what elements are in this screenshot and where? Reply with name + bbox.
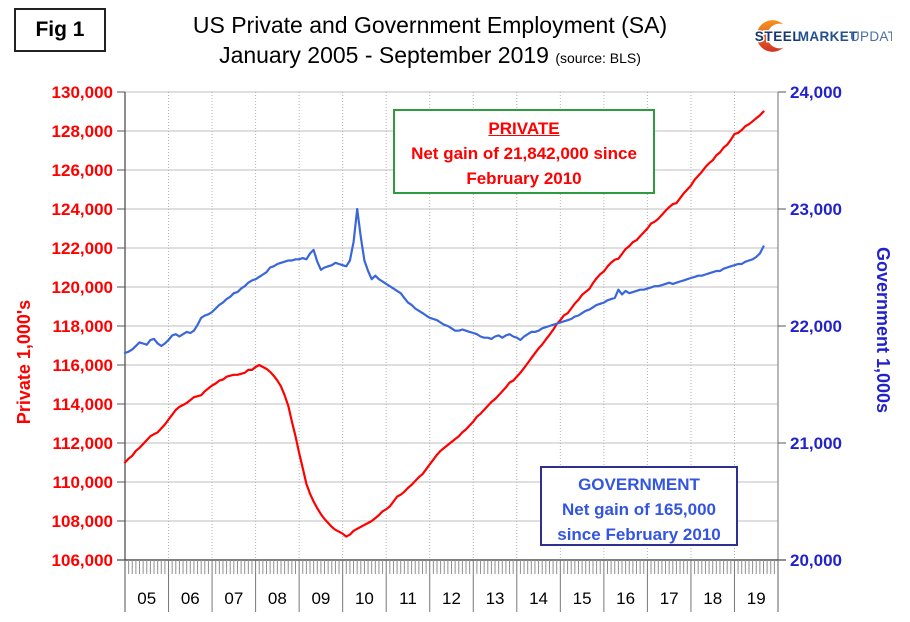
left-axis-tick-label: 120,000 [52, 278, 113, 297]
left-axis-tick-label: 118,000 [52, 317, 113, 336]
x-axis-year-label: 07 [224, 589, 243, 608]
left-axis-tick-label: 124,000 [52, 200, 113, 219]
x-axis-year-label: 05 [137, 589, 156, 608]
right-axis-title: Government 1,000s [873, 247, 893, 413]
government-annotation-box: GOVERNMENT Net gain of 165,000 since Feb… [540, 466, 738, 546]
x-axis-year-label: 14 [529, 589, 548, 608]
year-labels: 05 06 07 08 09 10 11 12 13 14 15 16 17 18 19 [137, 589, 765, 608]
government-series-line [123, 207, 765, 354]
left-axis-tick-label: 116,000 [52, 356, 113, 375]
private-annotation-box: PRIVATE Net gain of 21,842,000 since Feb… [393, 109, 655, 194]
chart-title-block: US Private and Government Employment (SA… [105, 10, 755, 74]
steel-market-update-logo: STEEL MARKET UPDATE [753, 20, 892, 52]
x-axis-year-label: 09 [311, 589, 330, 608]
right-axis-tick-label: 20,000 [790, 551, 842, 570]
figure-number-label: Fig 1 [35, 18, 85, 41]
left-axis-tick-label: 106,000 [52, 551, 113, 570]
government-annotation-line2: Net gain of 165,000 [561, 500, 716, 519]
government-series [123, 207, 765, 354]
left-axis-tick-label: 112,000 [52, 434, 113, 453]
right-axis-tick-labels: 24,000 23,000 22,000 21,000 20,000 [790, 83, 842, 570]
x-axis-year-label: 11 [399, 589, 417, 608]
right-axis-tick-label: 24,000 [790, 83, 842, 102]
private-annotation-title: PRIVATE [488, 119, 560, 138]
left-axis-tick-label: 130,000 [52, 83, 113, 102]
x-axis-year-label: 08 [268, 589, 287, 608]
axis-titles: Private 1,000's Government 1,000s [14, 247, 893, 424]
x-axis-year-label: 13 [486, 589, 505, 608]
axis-tick-marks [117, 91, 786, 561]
left-axis-tick-label: 126,000 [52, 161, 113, 180]
left-axis-tick-label: 128,000 [52, 122, 113, 141]
x-axis-year-label: 17 [660, 589, 679, 608]
left-axis-tick-label: 122,000 [52, 239, 113, 258]
logo-word-update: UPDATE [850, 29, 892, 44]
left-axis-tick-labels: 130,000 128,000 126,000 124,000 122,000 120,0… [52, 83, 113, 570]
x-axis-year-label: 18 [703, 589, 722, 608]
chart-source: (source: BLS) [555, 50, 641, 66]
logo-word-market: MARKET [798, 29, 858, 44]
x-axis-year-label: 12 [442, 589, 461, 608]
private-series [123, 110, 765, 538]
chart-period: January 2005 - September 2019 [219, 42, 549, 68]
right-axis-tick-label: 21,000 [790, 434, 842, 453]
right-axis-tick-label: 23,000 [790, 200, 842, 219]
month-tick-comb [124, 560, 779, 612]
left-axis-title: Private 1,000's [14, 300, 34, 424]
chart-title: US Private and Government Employment (SA… [192, 12, 668, 38]
x-axis-year-label: 16 [616, 589, 635, 608]
government-annotation-title: GOVERNMENT [578, 475, 700, 494]
x-axis-year-label: 15 [573, 589, 592, 608]
private-annotation-line2: Net gain of 21,842,000 since [411, 144, 637, 163]
private-annotation-line3: February 2010 [466, 169, 582, 188]
x-axis-year-label: 06 [181, 589, 200, 608]
chart-subtitle: January 2005 - September 2019 (source: B… [105, 40, 755, 74]
figure-number-box: Fig 1 [14, 8, 106, 52]
left-axis-tick-label: 108,000 [52, 512, 113, 531]
right-axis-tick-label: 22,000 [790, 317, 842, 336]
private-series-line [123, 110, 765, 538]
left-axis-tick-label: 114,000 [52, 395, 113, 414]
x-axis-year-label: 19 [747, 589, 766, 608]
government-annotation-line3: since February 2010 [557, 525, 721, 544]
logo-word-steel: STEEL [755, 29, 801, 44]
logo-crescent-icon [756, 20, 792, 52]
left-axis-tick-label: 110,000 [52, 473, 113, 492]
x-axis-year-label: 10 [355, 589, 374, 608]
